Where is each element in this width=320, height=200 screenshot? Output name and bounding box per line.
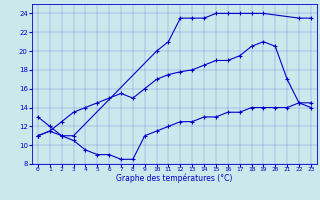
X-axis label: Graphe des températures (°C): Graphe des températures (°C) <box>116 173 233 183</box>
